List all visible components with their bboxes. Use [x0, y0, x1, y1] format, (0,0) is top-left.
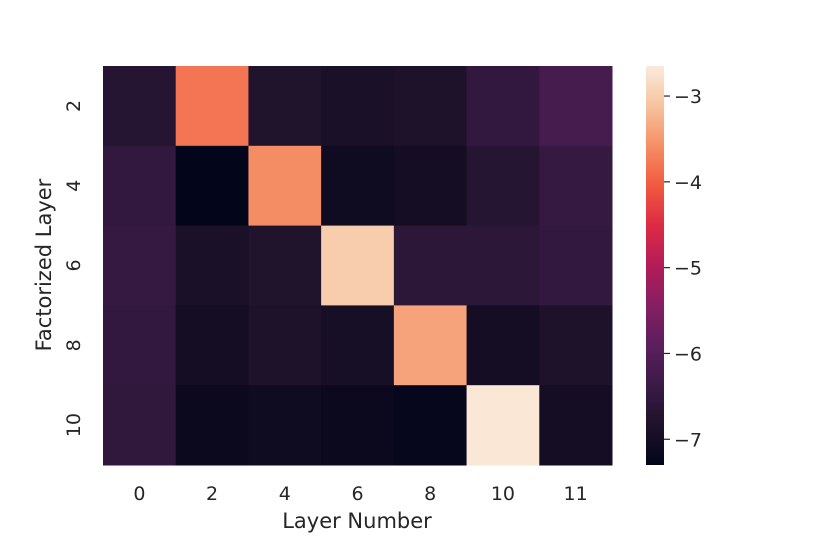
x-axis-label: Layer Number [282, 509, 432, 533]
heatmap-cell-r10-c8 [393, 385, 468, 466]
y-tick-label: 2 [63, 100, 85, 112]
y-tick-label: 6 [63, 259, 85, 271]
x-tick-label: 11 [564, 483, 588, 505]
x-tick-label: 8 [424, 483, 436, 505]
heatmap-cell-r4-c2 [175, 145, 249, 227]
colorbar-tick-label: −4 [674, 172, 702, 194]
heatmap-cell-r6-c4 [248, 225, 322, 306]
heatmap-cell-r2-c0 [103, 66, 177, 147]
heatmap-cell-r2-c11 [539, 66, 613, 147]
heatmap-cell-r8-c10 [466, 305, 540, 386]
heatmap-cell-r2-c4 [248, 66, 322, 147]
heatmap-cell-r10-c11 [539, 385, 613, 466]
heatmap-cell-r4-c10 [466, 145, 540, 227]
x-tick-label: 4 [279, 483, 291, 505]
heatmap-cell-r10-c4 [248, 385, 322, 466]
heatmap-cell-r4-c8 [393, 145, 468, 227]
heatmap-cell-r10-c6 [321, 385, 395, 466]
colorbar: −3 −4 −5 −6 −7 [646, 66, 702, 465]
colorbar-gradient [646, 66, 664, 465]
colorbar-tick-label: −7 [674, 429, 702, 451]
heatmap-cell-r10-c10 [466, 385, 540, 466]
colorbar-tick-label: −5 [674, 258, 702, 280]
heatmap-cell-r6-c8 [393, 225, 468, 306]
heatmap-cell-r8-c11 [539, 305, 613, 386]
x-tick-label: 2 [206, 483, 218, 505]
heatmap-cell-r8-c6 [321, 305, 395, 386]
heatmap-cell-r6-c0 [103, 225, 177, 306]
heatmap-cell-r10-c2 [175, 385, 249, 466]
heatmap-cell-r8-c4 [248, 305, 322, 386]
colorbar-tick-label: −3 [674, 86, 702, 108]
heatmap-cell-r8-c2 [175, 305, 249, 386]
heatmap-cell-r6-c10 [466, 225, 540, 306]
heatmap-cell-r6-c11 [539, 225, 613, 306]
x-tick-label: 10 [491, 483, 515, 505]
heatmap-cell-r8-c0 [103, 305, 177, 386]
heatmap-cell-r8-c8 [393, 305, 468, 386]
y-tick-label: 8 [63, 339, 85, 351]
heatmap-cell-r2-c10 [466, 66, 540, 147]
heatmap-cell-r2-c6 [321, 66, 395, 147]
y-axis-label: Factorized Layer [32, 178, 56, 351]
y-tick-label: 10 [63, 413, 85, 437]
heatmap-cell-r10-c0 [103, 385, 177, 466]
colorbar-tick-label: −6 [674, 343, 702, 365]
y-axis-ticks: 2 4 6 8 10 [63, 100, 85, 437]
heatmap-cell-r4-c11 [539, 145, 613, 227]
heatmap-cell-r4-c6 [321, 145, 395, 227]
x-axis-ticks: 0 2 4 6 8 10 11 [133, 483, 587, 505]
y-tick-label: 4 [63, 180, 85, 192]
heatmap-cell-r6-c2 [175, 225, 249, 306]
x-tick-label: 6 [351, 483, 363, 505]
colorbar-ticks: −3 −4 −5 −6 −7 [664, 86, 702, 451]
x-tick-label: 0 [133, 483, 145, 505]
heatmap-cells [103, 66, 613, 466]
heatmap-cell-r2-c2 [175, 66, 249, 147]
heatmap-cell-r2-c8 [393, 66, 468, 147]
heatmap-cell-r4-c4 [248, 145, 322, 227]
heatmap-cell-r6-c6 [321, 225, 395, 306]
heatmap-cell-r4-c0 [103, 145, 177, 227]
